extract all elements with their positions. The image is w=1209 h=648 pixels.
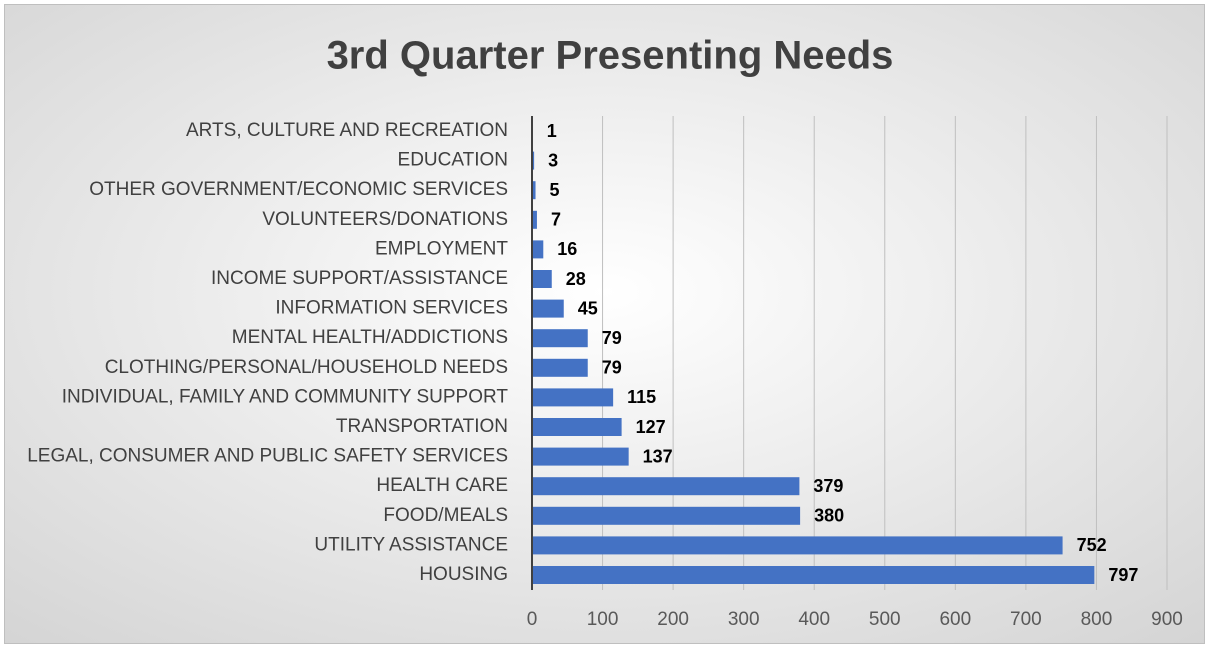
bar [532,299,564,318]
x-tick-label: 800 [1081,609,1113,630]
y-tick-label: MENTAL HEALTH/ADDICTIONS [232,327,508,348]
data-label: 45 [578,298,598,318]
data-label: 1 [547,121,557,141]
data-label: 28 [566,269,586,289]
y-tick-label: EMPLOYMENT [375,238,508,259]
data-label: 5 [550,180,560,200]
bar [532,388,614,407]
data-label: 380 [814,506,844,526]
data-label: 7 [551,210,561,230]
y-tick-label: HOUSING [419,564,508,585]
y-tick-label: CLOTHING/PERSONAL/HOUSEHOLD NEEDS [105,357,508,378]
bar [532,477,800,496]
data-label: 127 [636,417,666,437]
y-tick-label: INDIVIDUAL, FAMILY AND COMMUNITY SUPPORT [62,386,509,407]
bar [532,329,588,348]
x-tick-label: 100 [587,609,619,630]
y-tick-label: INCOME SUPPORT/ASSISTANCE [211,268,508,289]
data-label: 797 [1108,565,1138,585]
bar [532,566,1095,584]
y-tick-label: HEALTH CARE [376,475,508,496]
chart-title: 3rd Quarter Presenting Needs [327,34,894,78]
data-label: 379 [813,476,843,496]
marks: ARTS, CULTURE AND RECREATION 1 EDUCATION 3 O… [27,116,1138,590]
y-tick-label: UTILITY ASSISTANCE [314,534,508,555]
bar [532,240,544,259]
bar [532,151,535,170]
x-tick-label: 0 [527,609,538,630]
x-tick-label: 400 [798,609,830,630]
data-label: 79 [602,328,622,348]
bar [532,418,622,436]
x-tick-label: 500 [869,609,901,630]
y-tick-label: LEGAL, CONSUMER AND PUBLIC SAFETY SERVIC… [27,446,508,467]
bar [532,270,552,288]
y-tick-label: FOOD/MEALS [383,505,508,526]
bar [532,181,536,200]
y-tick-label: VOLUNTEERS/DONATIONS [262,209,508,230]
bar [532,536,1063,555]
data-label: 115 [627,387,656,407]
bar [532,447,629,466]
x-tick-label: 600 [939,609,971,630]
x-tick-label: 300 [728,609,760,630]
data-label: 137 [643,446,673,466]
y-tick-label: TRANSPORTATION [336,416,508,437]
y-tick-label: EDUCATION [398,150,508,171]
bar [532,358,588,377]
x-tick-label: 700 [1010,609,1042,630]
data-label: 79 [602,358,622,378]
data-label: 3 [548,150,558,170]
bar [532,506,801,525]
y-tick-label: INFORMATION SERVICES [275,298,508,319]
y-tick-label: OTHER GOVERNMENT/ECONOMIC SERVICES [89,179,508,200]
data-label: 752 [1077,535,1107,555]
x-tick-label: 200 [657,609,689,630]
data-label: 16 [557,239,577,259]
bar [532,210,537,229]
x-tick-label: 900 [1151,609,1183,630]
y-tick-label: ARTS, CULTURE AND RECREATION [186,120,508,141]
